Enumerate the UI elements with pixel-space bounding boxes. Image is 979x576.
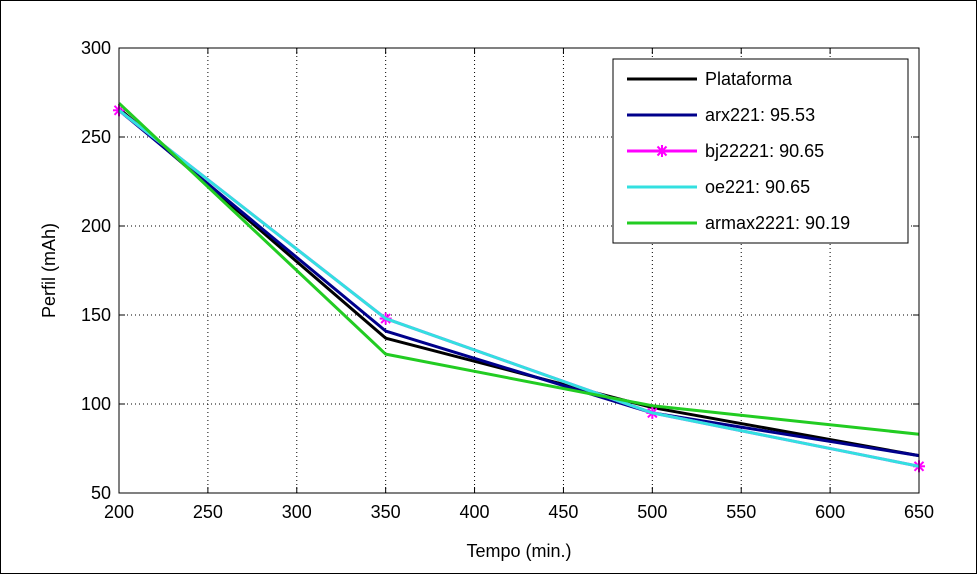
series-1: [118, 109, 920, 458]
x-tick-label: 500: [637, 502, 667, 522]
x-tick-label: 450: [548, 502, 578, 522]
legend-item: Plataforma: [627, 69, 793, 89]
series-line: [117, 102, 920, 436]
x-tick-label: 250: [193, 502, 223, 522]
axis-ticks: 200 250 300 350 400 450 500 550 600 650 50 100 150 20…: [81, 38, 934, 522]
x-tick-label: 200: [104, 502, 134, 522]
y-tick-label: 250: [81, 127, 111, 147]
x-tick-label: 650: [904, 502, 934, 522]
x-tick-label: 400: [460, 502, 490, 522]
legend-item: arx221: 95.53: [627, 105, 815, 125]
legend-item: armax2221: 90.19: [627, 213, 850, 233]
x-tick-label: 350: [371, 502, 401, 522]
x-axis-label: Tempo (min.): [466, 541, 571, 561]
legend: Plataforma arx221: 95.53 bj22221: 90.65 oe2…: [612, 58, 909, 244]
y-axis-label: Perfil (mAh): [39, 223, 59, 318]
series-4: [117, 102, 920, 436]
legend-item: oe221: 90.65: [627, 177, 810, 197]
legend-label: Plataforma: [705, 69, 793, 89]
legend-marker: [656, 145, 668, 157]
legend-label: arx221: 95.53: [705, 105, 815, 125]
plot-border: [118, 47, 920, 494]
x-tick-label: 300: [282, 502, 312, 522]
legend-label: armax2221: 90.19: [705, 213, 850, 233]
series-line: [118, 109, 920, 468]
y-tick-label: 200: [81, 216, 111, 236]
y-tick-label: 100: [81, 394, 111, 414]
grid: [119, 48, 919, 493]
y-tick-label: 150: [81, 305, 111, 325]
series-line: [118, 109, 920, 458]
x-tick-label: 550: [726, 502, 756, 522]
x-tick-label: 600: [815, 502, 845, 522]
y-tick-label: 300: [81, 38, 111, 58]
legend-label: bj22221: 90.65: [705, 141, 824, 161]
series-3: [118, 109, 920, 468]
y-tick-label: 50: [91, 483, 111, 503]
legend-item: bj22221: 90.65: [627, 141, 824, 161]
legend-label: oe221: 90.65: [705, 177, 810, 197]
